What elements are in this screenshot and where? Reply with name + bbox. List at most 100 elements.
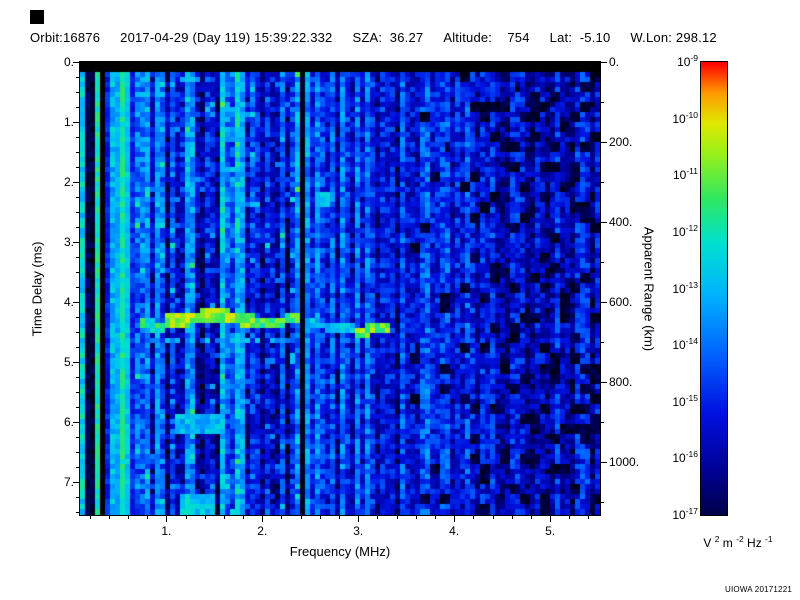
x-minor-tick bbox=[339, 516, 341, 519]
y-minor-tick bbox=[76, 137, 79, 138]
y-axis-title: Time Delay (ms) bbox=[29, 241, 45, 337]
colorbar-unit-label: V 2 m -2 Hz -1 bbox=[703, 534, 773, 550]
y-minor-tick bbox=[76, 287, 79, 288]
latitude-value: Lat: -5.10 bbox=[549, 30, 611, 45]
colorbar-exponent: -14 bbox=[685, 336, 698, 347]
x-minor-tick bbox=[89, 516, 91, 519]
y2-tick-label: 800. bbox=[609, 375, 633, 390]
y-minor-tick bbox=[76, 332, 79, 333]
datetime-value: 2017-04-29 (Day 119) 15:39:22.332 bbox=[120, 30, 333, 45]
y-tick-label: 1. bbox=[63, 115, 74, 129]
x-tick-label: 1. bbox=[161, 524, 172, 538]
y2-tick bbox=[601, 382, 607, 384]
colorbar bbox=[700, 61, 728, 516]
x-minor-tick bbox=[185, 516, 187, 519]
x-minor-tick bbox=[511, 516, 513, 519]
y2-tick bbox=[601, 62, 607, 63]
wlon-value: W.Lon: 298.12 bbox=[630, 30, 717, 45]
colorbar-tick-label: 10-13 bbox=[672, 279, 698, 296]
x-minor-tick bbox=[108, 516, 110, 519]
x-tick bbox=[358, 516, 360, 522]
y-minor-tick bbox=[76, 212, 79, 213]
colorbar-canvas bbox=[701, 62, 727, 515]
y-minor-tick bbox=[76, 377, 79, 378]
y-tick-label: 6. bbox=[63, 415, 74, 429]
y-minor-tick bbox=[76, 467, 79, 468]
colorbar-tick-label: 10-11 bbox=[672, 166, 698, 183]
y2-tick-label: 600. bbox=[609, 295, 633, 310]
x-tick bbox=[262, 516, 264, 522]
y2-tick bbox=[601, 302, 607, 304]
unit-exponent: -1 bbox=[765, 534, 773, 544]
y-minor-tick bbox=[76, 197, 79, 198]
y-tick bbox=[73, 362, 79, 363]
x-tick-label: 4. bbox=[449, 524, 460, 538]
x-minor-tick bbox=[530, 516, 532, 519]
y2-tick-label: 400. bbox=[609, 215, 633, 230]
watermark: UIOWA 20171221 bbox=[725, 585, 792, 594]
y-minor-tick bbox=[76, 257, 79, 258]
x-minor-tick bbox=[473, 516, 475, 519]
x-minor-tick bbox=[223, 516, 225, 519]
x-minor-tick bbox=[415, 516, 417, 519]
y-tick bbox=[73, 122, 79, 123]
colorbar-exponent: -15 bbox=[685, 392, 698, 403]
header-info: Orbit:16876 2017-04-29 (Day 119) 15:39:2… bbox=[30, 30, 717, 45]
colorbar-exponent: -12 bbox=[685, 222, 698, 233]
y-minor-tick bbox=[76, 152, 79, 153]
spectrogram-canvas bbox=[80, 62, 600, 515]
unit-exponent: -2 bbox=[736, 534, 744, 544]
x-minor-tick bbox=[204, 516, 206, 519]
y2-minor-tick bbox=[601, 502, 604, 504]
altitude-value: Altitude: 754 bbox=[443, 30, 530, 45]
y-minor-tick bbox=[76, 347, 79, 348]
x-minor-tick bbox=[396, 516, 398, 519]
y-minor-tick bbox=[76, 317, 79, 318]
x-tick-label: 2. bbox=[257, 524, 268, 538]
x-minor-tick bbox=[319, 516, 321, 519]
y-minor-tick bbox=[76, 452, 79, 453]
x-tick-label: 3. bbox=[353, 524, 364, 538]
colorbar-tick-label: 10-10 bbox=[672, 109, 698, 126]
y-minor-tick bbox=[76, 167, 79, 168]
x-minor-tick bbox=[434, 516, 436, 519]
colorbar-exponent: -11 bbox=[686, 166, 698, 177]
x-minor-tick bbox=[492, 516, 494, 519]
y2-minor-tick bbox=[601, 422, 604, 424]
y2-tick bbox=[601, 222, 607, 224]
unit-exponent: 2 bbox=[714, 534, 720, 544]
y2-minor-tick bbox=[601, 342, 604, 344]
x-minor-tick bbox=[588, 516, 590, 519]
colorbar-exponent: -10 bbox=[685, 109, 698, 120]
y-minor-tick bbox=[76, 407, 79, 408]
x-minor-tick bbox=[243, 516, 245, 519]
x-minor-tick bbox=[281, 516, 283, 519]
x-tick bbox=[550, 516, 552, 522]
colorbar-exponent: -16 bbox=[685, 449, 698, 460]
x-minor-tick bbox=[147, 516, 149, 519]
y-tick bbox=[73, 182, 79, 183]
sza-value: SZA: 36.27 bbox=[352, 30, 424, 45]
y-minor-tick bbox=[76, 92, 79, 93]
x-axis-title: Frequency (MHz) bbox=[289, 544, 391, 559]
x-minor-tick bbox=[300, 516, 302, 519]
y2-tick bbox=[601, 462, 607, 464]
right-axis-title: Apparent Range (km) bbox=[641, 226, 657, 352]
x-minor-tick bbox=[127, 516, 129, 519]
y2-minor-tick bbox=[601, 182, 604, 184]
x-minor-tick bbox=[569, 516, 571, 519]
orbit-value: Orbit:16876 bbox=[30, 30, 101, 45]
y2-minor-tick bbox=[601, 262, 604, 264]
y-tick bbox=[73, 302, 79, 303]
colorbar-tick-label: 10-16 bbox=[672, 449, 698, 466]
y2-tick bbox=[601, 142, 607, 144]
spectrogram-plot bbox=[79, 61, 601, 516]
y-tick bbox=[73, 482, 79, 483]
colorbar-tick-label: 10-12 bbox=[672, 222, 698, 239]
colorbar-tick-label: 10-15 bbox=[672, 392, 698, 409]
y2-minor-tick bbox=[601, 102, 604, 104]
y-tick bbox=[73, 62, 79, 63]
x-tick bbox=[166, 516, 168, 522]
y-tick bbox=[73, 422, 79, 423]
